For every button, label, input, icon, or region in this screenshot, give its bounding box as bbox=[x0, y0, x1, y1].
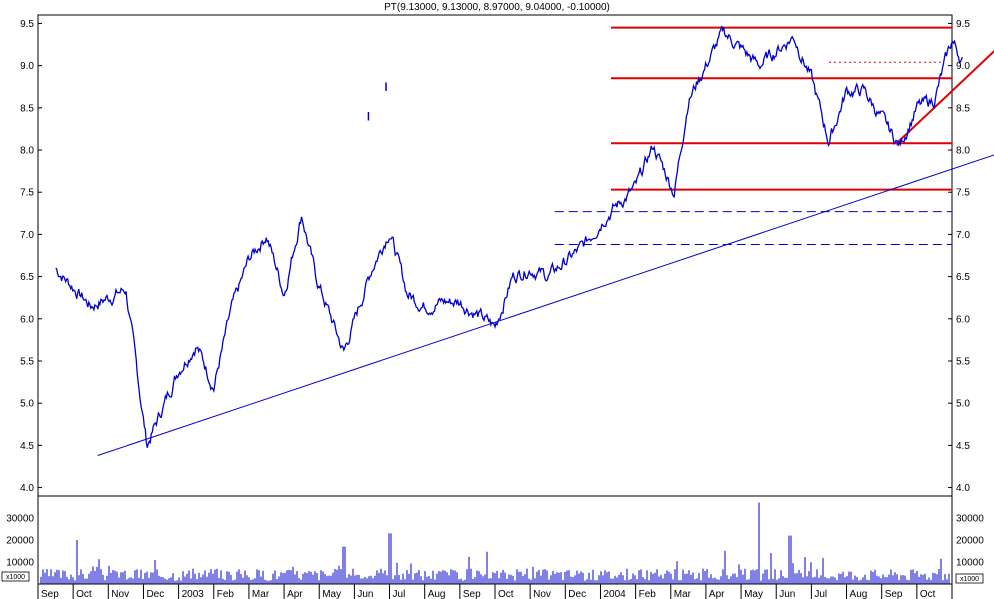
x-tick-label: Aug bbox=[850, 589, 868, 599]
x-tick-label: Sep bbox=[463, 589, 481, 599]
price-tick-label-left: 9.5 bbox=[20, 19, 34, 30]
volume-tick-label-left: 10000 bbox=[6, 558, 34, 569]
volume-tick-label-right: 10000 bbox=[956, 558, 984, 569]
x-tick-label: Sep bbox=[885, 589, 903, 599]
volume-tick-label-left: 20000 bbox=[6, 536, 34, 547]
price-tick-label-right: 4.0 bbox=[956, 483, 970, 494]
reference-lines bbox=[97, 26, 994, 456]
x-tick-label: Nov bbox=[533, 589, 551, 599]
price-tick-label-right: 8.0 bbox=[956, 146, 970, 157]
volume-unit-box-left bbox=[1, 571, 30, 582]
price-tick-label-right: 6.0 bbox=[956, 314, 970, 325]
price-tick-label-left: 9.0 bbox=[20, 61, 34, 72]
price-tick-label-right: 4.5 bbox=[956, 441, 970, 452]
axes: 4.0 4.0 4.5 4.5 5.0 5.0 5.5 5.5 6.0 6.0 6.5 6.5 7.0 7… bbox=[1, 19, 984, 599]
x-tick-label: Jun bbox=[779, 589, 795, 599]
x-tick-label: Apr bbox=[709, 589, 725, 599]
price-tick-label-right: 9.0 bbox=[956, 61, 970, 72]
price-tick-label-right: 5.0 bbox=[956, 399, 970, 410]
x-tick-label: May bbox=[322, 589, 341, 599]
price-tick-label-left: 7.0 bbox=[20, 230, 34, 241]
x-tick-label: Nov bbox=[111, 589, 129, 599]
x-tick-label: Sep bbox=[41, 589, 59, 599]
x-tick-label: Jun bbox=[357, 589, 373, 599]
x-tick-label: Jul bbox=[393, 589, 406, 599]
x-tick-label: 2004 bbox=[603, 589, 626, 599]
x-tick-label: 2003 bbox=[182, 589, 205, 599]
x-tick-label: Mar bbox=[674, 589, 692, 599]
volume-tick-label-left: 30000 bbox=[6, 514, 34, 525]
price-line bbox=[55, 25, 964, 448]
price-tick-label-right: 8.5 bbox=[956, 103, 970, 114]
price-tick-label-left: 8.0 bbox=[20, 146, 34, 157]
x-tick-label: Apr bbox=[287, 589, 303, 599]
x-tick-label: Dec bbox=[146, 589, 164, 599]
price-tick-label-left: 6.0 bbox=[20, 314, 34, 325]
volume-panel-frame bbox=[37, 495, 953, 585]
volume-tick-label-right: 20000 bbox=[956, 536, 984, 547]
price-tick-label-right: 9.5 bbox=[956, 19, 970, 30]
price-tick-label-right: 6.5 bbox=[956, 272, 970, 283]
x-tick-label: Oct bbox=[920, 589, 936, 599]
price-series bbox=[55, 25, 964, 448]
volume-bars bbox=[40, 502, 950, 584]
price-tick-label-right: 5.5 bbox=[956, 356, 970, 367]
volume-unit-label-right: x1000 bbox=[960, 576, 979, 583]
x-tick-label: Feb bbox=[217, 589, 235, 599]
price-tick-label-left: 5.5 bbox=[20, 356, 34, 367]
x-tick-label: Aug bbox=[428, 589, 446, 599]
x-tick-label: Dec bbox=[568, 589, 586, 599]
trendline-7 bbox=[895, 49, 994, 145]
x-tick-label: Oct bbox=[76, 589, 92, 599]
volume-unit-label-left: x1000 bbox=[6, 574, 25, 581]
price-tick-label-left: 4.5 bbox=[20, 441, 34, 452]
chart-title: PT(9.13000, 9.13000, 8.97000, 9.04000, -… bbox=[384, 2, 610, 13]
price-tick-label-left: 8.5 bbox=[20, 103, 34, 114]
price-tick-label-left: 4.0 bbox=[20, 483, 34, 494]
x-tick-label: Mar bbox=[252, 589, 270, 599]
price-tick-label-left: 5.0 bbox=[20, 399, 34, 410]
trendline-6 bbox=[97, 154, 994, 456]
price-tick-label-right: 7.5 bbox=[956, 188, 970, 199]
volume-tick-label-right: 30000 bbox=[956, 514, 984, 525]
x-tick-label: May bbox=[744, 589, 763, 599]
price-tick-label-right: 7.0 bbox=[956, 230, 970, 241]
x-tick-label: Feb bbox=[639, 589, 657, 599]
price-tick-label-left: 6.5 bbox=[20, 272, 34, 283]
volume-unit-box-right bbox=[955, 573, 984, 584]
x-tick-label: Oct bbox=[498, 589, 514, 599]
x-tick-label: Jul bbox=[814, 589, 827, 599]
price-tick-label-left: 7.5 bbox=[20, 188, 34, 199]
